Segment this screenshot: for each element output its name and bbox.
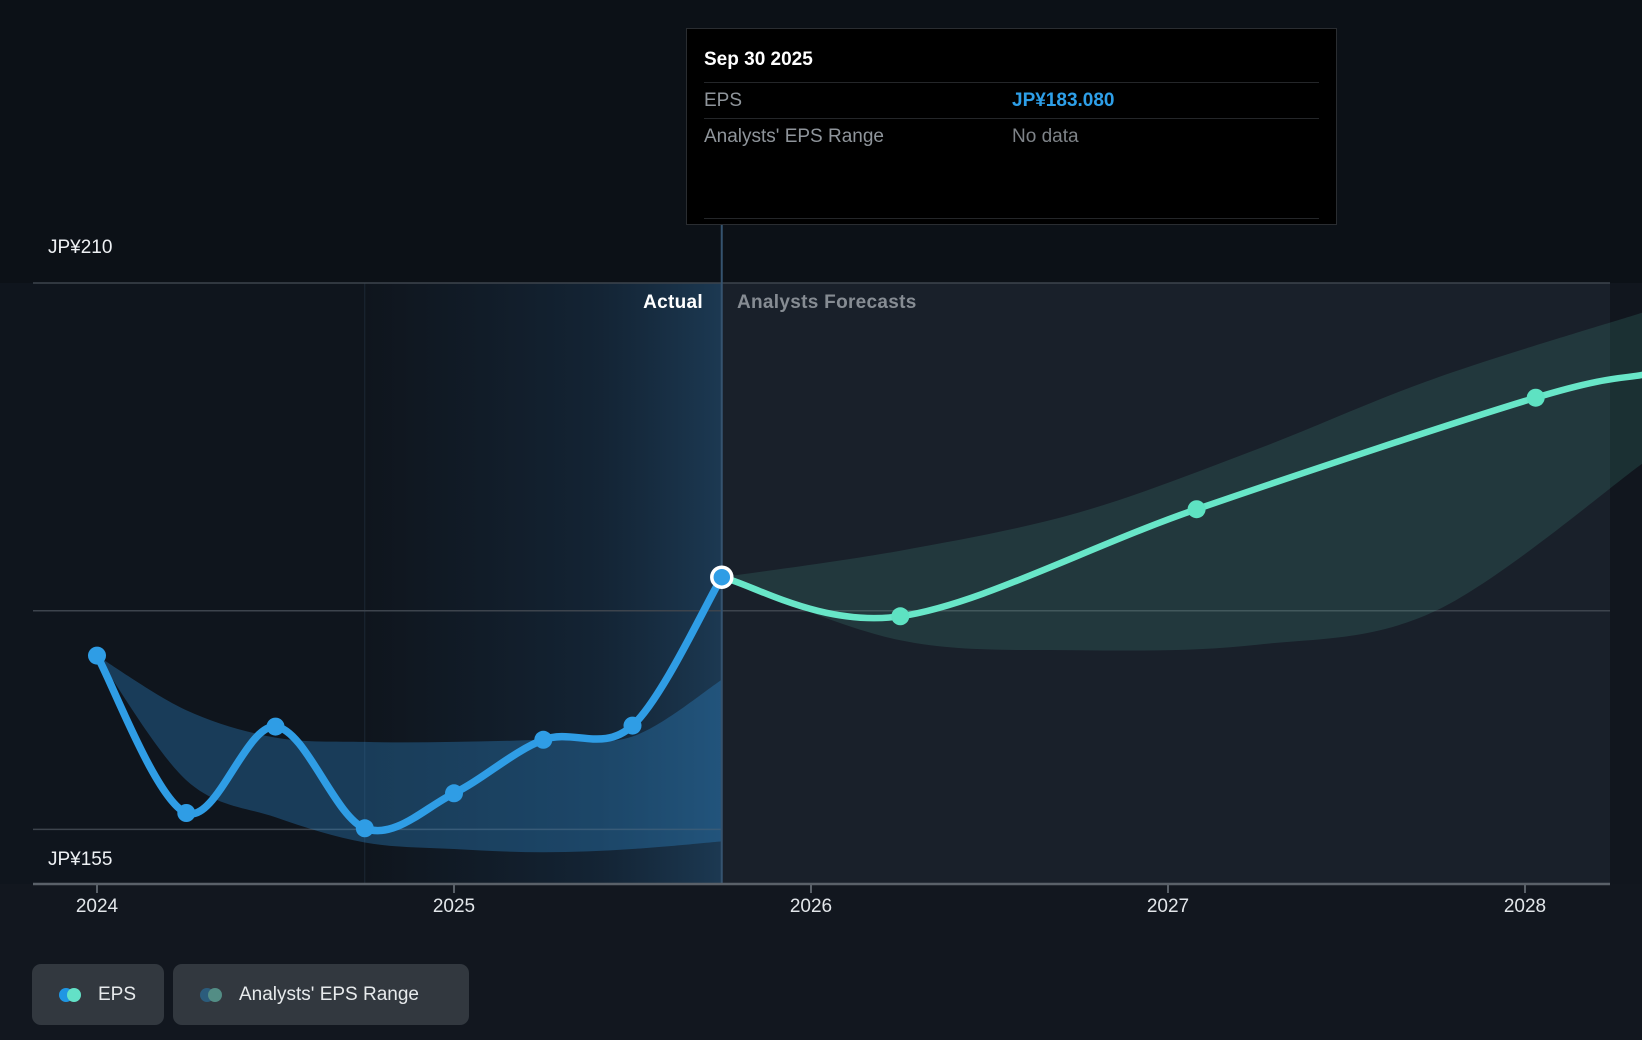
data-point[interactable]	[88, 646, 106, 665]
forecasts-section-label: Analysts Forecasts	[737, 292, 917, 313]
selected-data-point[interactable]	[710, 565, 734, 589]
legend-eps-label: EPS	[98, 983, 137, 1005]
actual-section-label: Actual	[643, 292, 703, 313]
data-point[interactable]	[623, 716, 642, 735]
legend-item-eps[interactable]: EPS	[32, 964, 164, 1025]
chart-tooltip: Sep 30 2025 EPS JP¥183.080 Analysts' EPS…	[686, 28, 1337, 225]
data-point[interactable]	[534, 730, 553, 749]
data-point[interactable]	[266, 717, 285, 736]
tooltip-eps-value: JP¥183.080	[1012, 89, 1115, 111]
tooltip-range-label: Analysts' EPS Range	[704, 125, 884, 147]
eps-actual-range-band	[97, 655, 722, 853]
x-axis-label-2024: 2024	[75, 896, 119, 917]
x-axis-label-2027: 2027	[1146, 896, 1190, 917]
bg-forecast-region	[721, 283, 1610, 884]
eps-legend-icon	[59, 987, 81, 1002]
y-axis-label-top: JP¥210	[48, 237, 113, 258]
x-axis-label-2025: 2025	[432, 896, 476, 917]
tooltip-date: Sep 30 2025	[704, 29, 1319, 83]
hover-highlight-band	[364, 283, 722, 884]
analysts-eps-range-band	[721, 312, 1642, 651]
data-point[interactable]	[891, 607, 910, 626]
x-axis-label-2026: 2026	[789, 896, 833, 917]
data-point[interactable]	[445, 784, 463, 803]
analysts-range-legend-icon	[200, 987, 222, 1002]
tooltip-row-range: Analysts' EPS Range No data	[704, 119, 1319, 154]
legend-range-label: Analysts' EPS Range	[239, 983, 419, 1005]
x-axis-label-2028: 2028	[1503, 896, 1547, 917]
y-axis-label-bottom: JP¥155	[48, 849, 113, 870]
tooltip-eps-label: EPS	[704, 89, 743, 111]
data-point[interactable]	[1526, 388, 1545, 407]
data-point[interactable]	[1187, 500, 1206, 519]
data-point[interactable]	[355, 819, 374, 838]
chart-legend: EPS Analysts' EPS Range	[32, 964, 469, 1025]
tooltip-divider	[704, 218, 1319, 219]
legend-item-analysts-eps-range[interactable]: Analysts' EPS Range	[173, 964, 469, 1025]
tooltip-row-eps: EPS JP¥183.080	[704, 83, 1319, 119]
tooltip-range-value: No data	[1012, 125, 1079, 147]
data-point[interactable]	[177, 804, 196, 822]
